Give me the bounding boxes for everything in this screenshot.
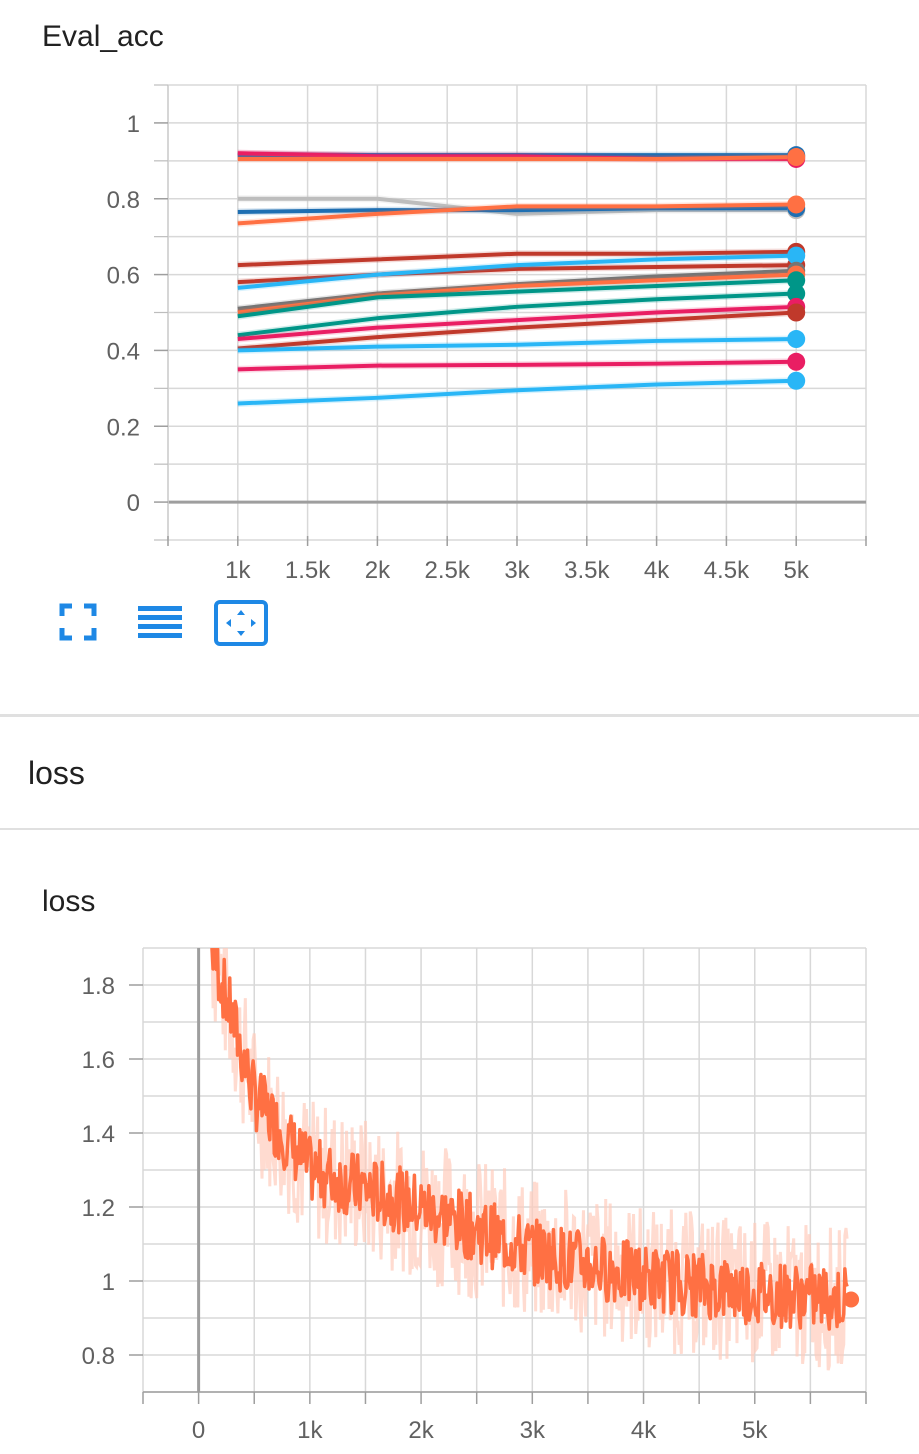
eval-x-tick-label: 2k	[365, 557, 391, 584]
eval-x-tick-label: 5k	[784, 557, 810, 584]
eval-series-endpoint[interactable]	[787, 371, 806, 390]
eval-x-tick-label: 2.5k	[425, 557, 471, 584]
eval-series-line[interactable]	[237, 253, 797, 290]
loss-y-tick-label: 1	[102, 1269, 115, 1296]
eval-series-line[interactable]	[237, 202, 797, 226]
eval-series-line[interactable]	[237, 310, 797, 351]
loss-y-tick-label: 1.6	[82, 1047, 115, 1074]
loss-y-tick-label: 1.4	[82, 1121, 115, 1148]
fullscreen-icon	[56, 603, 100, 648]
section-divider-bottom	[0, 828, 919, 830]
loss-endpoint[interactable]	[843, 1291, 860, 1308]
eval-series-line[interactable]	[237, 249, 797, 268]
loss-x-tick-label: 1k	[297, 1417, 323, 1444]
data-table-button[interactable]	[134, 600, 188, 648]
loss-x-tick-label: 2k	[408, 1417, 434, 1444]
eval-x-tick-label: 3k	[504, 557, 530, 584]
eval-series-line[interactable]	[237, 272, 797, 315]
loss-y-tick-label: 1.2	[82, 1195, 115, 1222]
eval-y-tick-label: 0	[127, 490, 140, 517]
eval-series-endpoint[interactable]	[787, 284, 806, 303]
loss-x-tick-label: 4k	[631, 1417, 657, 1444]
fullscreen-button[interactable]	[56, 600, 110, 648]
eval-x-tick-label: 4k	[644, 557, 670, 584]
eval-y-tick-label: 1	[127, 111, 140, 138]
fit-domain-icon	[212, 600, 270, 652]
eval-x-tick-label: 4.5k	[704, 557, 750, 584]
eval-x-tick-label: 3.5k	[564, 557, 610, 584]
loss-y-tick-label: 0.8	[82, 1343, 115, 1370]
eval-series-endpoint[interactable]	[787, 148, 806, 167]
eval-series-line[interactable]	[237, 304, 797, 342]
eval-x-tick-label: 1.5k	[285, 557, 331, 584]
eval-series-line[interactable]	[237, 155, 797, 161]
eval-acc-chart-title: Eval_acc	[42, 20, 164, 53]
loss-y-tick-label: 1.8	[82, 973, 115, 1000]
eval-acc-chart[interactable]: 0 0.2 0.4 0.6 0.8 1 1k 1.5k 2k 2.5k 3k 3.5k 4k 4.5k 5k	[0, 70, 919, 660]
data-table-icon	[134, 606, 184, 648]
eval-y-tick-label: 0.8	[107, 187, 140, 214]
loss-section-title[interactable]: loss	[28, 755, 85, 791]
eval-series-line[interactable]	[237, 359, 797, 372]
eval-series-endpoint[interactable]	[787, 195, 806, 214]
section-divider-top	[0, 714, 919, 717]
loss-smoothed-line[interactable]	[210, 948, 849, 1331]
eval-series-line[interactable]	[237, 278, 797, 319]
eval-series-endpoint[interactable]	[787, 303, 806, 322]
eval-series-endpoint[interactable]	[787, 330, 806, 349]
loss-chart[interactable]: 0.8 1 1.2 1.4 1.6 1.8 0 1k 2k 3k 4k 5k	[0, 934, 919, 1454]
eval-series-endpoint[interactable]	[787, 271, 806, 290]
loss-series-group	[210, 948, 849, 1371]
eval-series-line[interactable]	[237, 206, 797, 215]
eval-series-line[interactable]	[237, 337, 797, 353]
loss-x-tick-label: 3k	[520, 1417, 546, 1444]
loss-x-tick-label: 0	[192, 1417, 205, 1444]
loss-x-tick-label: 5k	[742, 1417, 768, 1444]
eval-series-endpoint[interactable]	[787, 352, 806, 371]
eval-y-tick-label: 0.4	[107, 338, 140, 365]
eval-toolbar	[0, 598, 300, 652]
eval-series-group	[237, 149, 797, 407]
eval-y-tick-label: 0.6	[107, 263, 140, 290]
eval-series-endpoint[interactable]	[787, 246, 806, 265]
loss-chart-title: loss	[42, 885, 96, 918]
eval-series-line[interactable]	[237, 378, 797, 406]
fit-domain-button[interactable]	[212, 598, 268, 646]
eval-series-line[interactable]	[237, 291, 797, 338]
eval-x-tick-label: 1k	[225, 557, 251, 584]
eval-y-tick-label: 0.2	[107, 414, 140, 441]
